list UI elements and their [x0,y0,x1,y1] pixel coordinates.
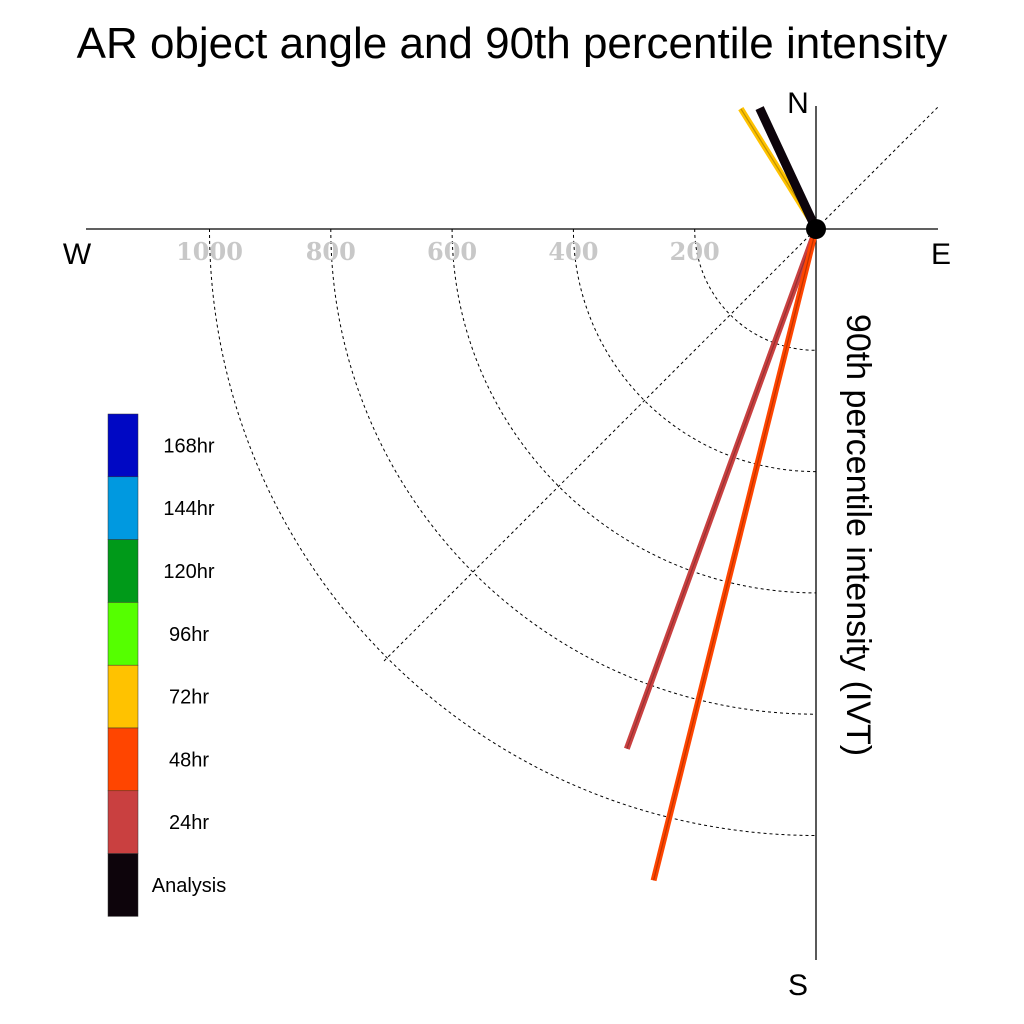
legend-swatch-48hr [107,727,139,792]
direction-north: N [787,87,809,120]
chart-title: AR object angle and 90th percentile inte… [77,19,948,68]
legend-label: 168hr [163,435,214,457]
vector-48hr [650,228,819,882]
y-axis-label: 90th percentile intensity (IVT) [839,314,877,756]
radial-tick-label: 1000 [176,237,243,266]
vector-24hr-core [626,228,817,749]
legend-swatch-analysis [107,853,139,917]
legend-label: 24hr [169,812,209,834]
legend-label: 72hr [169,687,209,709]
direction-west: W [63,238,92,271]
radial-tick-label: 600 [427,237,477,266]
vector-24hr [624,227,819,750]
legend-swatch-72hr [107,664,139,729]
vector-48hr-core [652,228,817,881]
grid-arc-1000 [209,228,817,836]
grid-arc-400 [572,228,817,473]
radial-tick-label: 400 [548,237,598,266]
grid-arc-800 [330,228,817,715]
vector-analysis [755,106,821,231]
grid-arc-200 [694,228,817,351]
legend-label: 120hr [163,561,214,583]
legend-swatch-120hr [107,539,139,603]
legend-swatch-24hr [107,790,139,854]
legend-label: Analysis [152,875,226,897]
direction-south: S [788,969,808,1002]
vectors [624,106,821,882]
legend-label: 48hr [169,749,209,771]
radial-grid [209,228,817,836]
legend: 168hr 144hr 120hr 96hr 72hr 48hr 24hr Analysis [107,413,226,917]
radial-tick-labels: 200 400 600 800 1000 [176,237,720,266]
grid-arc-600 [451,228,817,594]
direction-east: E [931,238,951,271]
legend-swatch-96hr [107,602,139,666]
legend-swatch-144hr [107,476,139,540]
origin-dot [806,219,826,239]
diagonal-guide [383,106,939,662]
legend-label: 96hr [169,624,209,646]
radial-tick-label: 800 [306,237,356,266]
legend-label: 144hr [163,498,214,520]
legend-swatch-168hr [107,413,139,478]
radial-tick-label: 200 [670,237,720,266]
